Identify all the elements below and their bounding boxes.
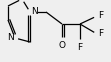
Text: N: N (7, 33, 14, 42)
Text: F: F (77, 43, 83, 52)
Text: F: F (98, 30, 103, 39)
Text: F: F (98, 11, 103, 21)
Text: N: N (31, 8, 38, 16)
Text: O: O (58, 41, 65, 50)
